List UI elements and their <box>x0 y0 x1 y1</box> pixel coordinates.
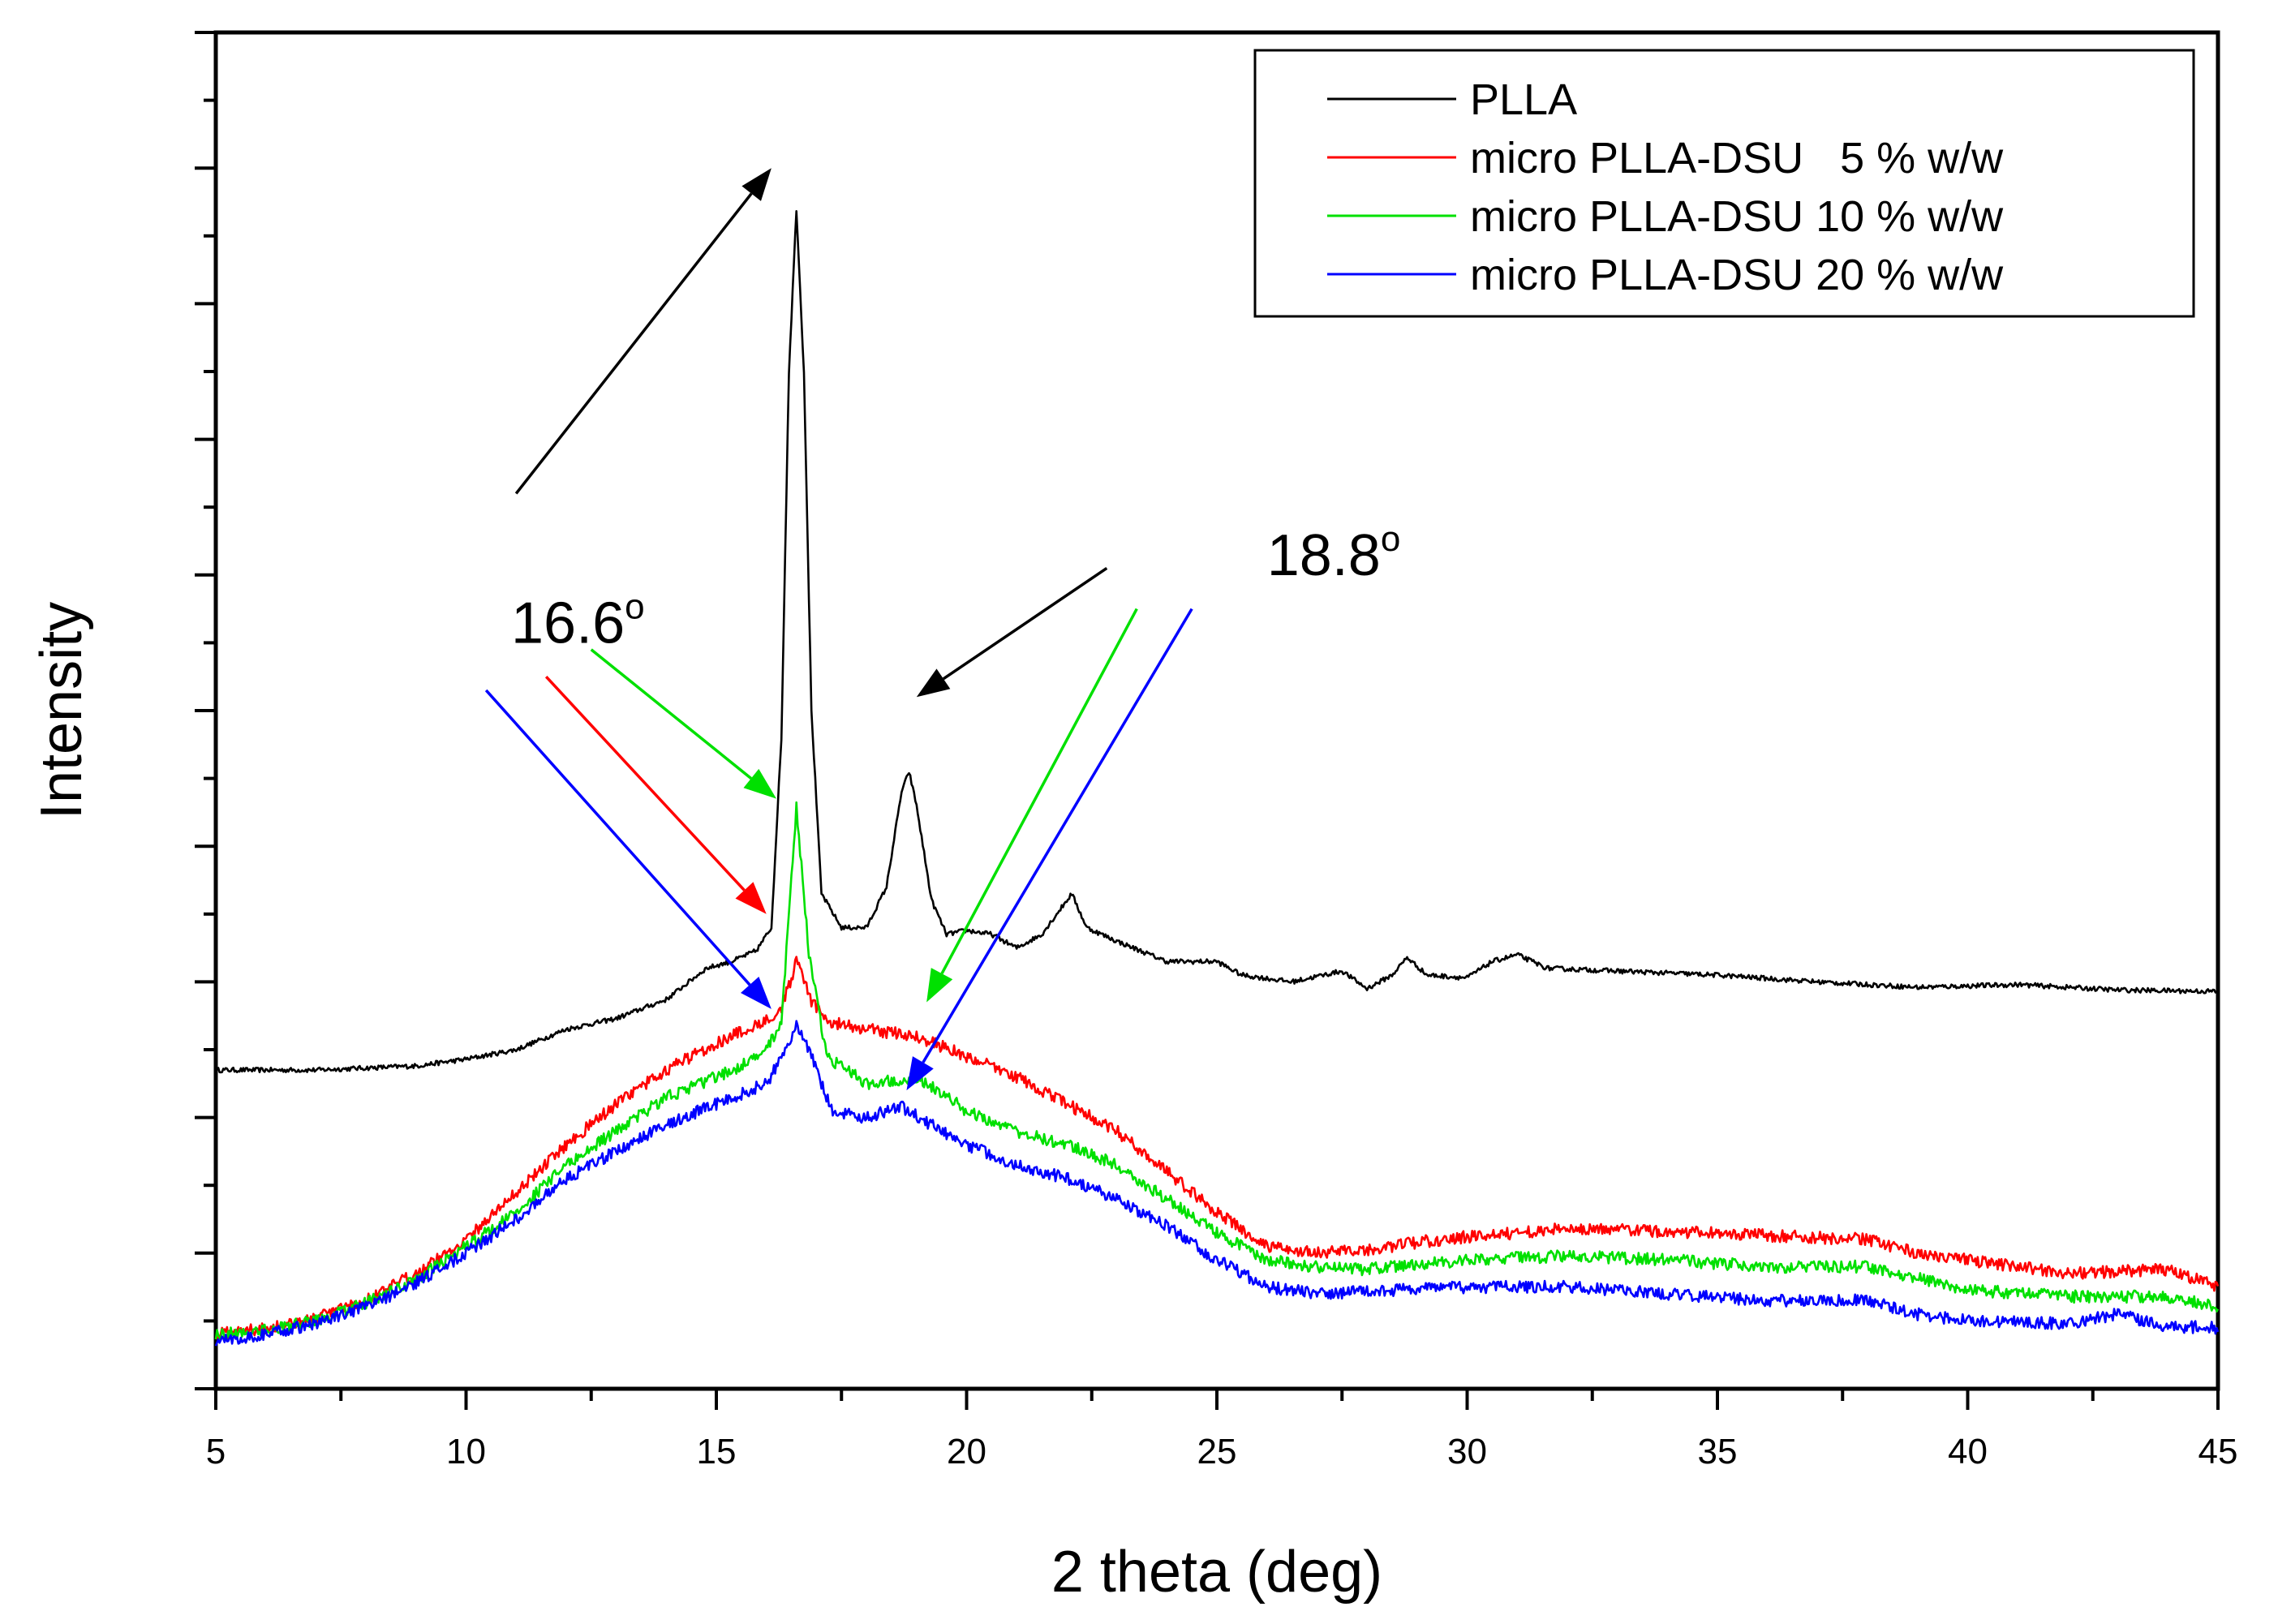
annotation-arrow-line <box>940 608 1138 975</box>
series-line-4 <box>214 1020 2220 1347</box>
series-line-2 <box>214 956 2220 1340</box>
legend: PLLA micro PLLA-DSU 5 % w/w micro PLLA-DSU… <box>1253 49 2195 318</box>
annotation-arrow-line <box>544 676 746 891</box>
annotation-arrow-line <box>484 689 751 986</box>
x-tick-label: 5 <box>206 1432 226 1471</box>
legend-label: micro PLLA-DSU 10 % w/w <box>1470 192 2004 241</box>
annotation-labels: 16.6o 18.8o <box>511 519 1400 656</box>
annotation-peak-18-8: 18.8o <box>1267 519 1401 588</box>
legend-box <box>1253 49 2195 318</box>
x-tick-label: 40 <box>1948 1432 1988 1471</box>
annotation-peak-16-6: 16.6o <box>511 586 645 655</box>
annotation-arrow-line <box>942 566 1108 681</box>
legend-label: micro PLLA-DSU 20 % w/w <box>1470 251 2004 299</box>
annotation-arrow-head <box>735 882 767 914</box>
x-tick-label: 30 <box>1447 1432 1487 1471</box>
annotation-arrows <box>484 168 1193 1091</box>
x-tick-label: 25 <box>1197 1432 1237 1471</box>
annotation-arrow-line <box>514 192 753 495</box>
annotation-arrow-head <box>916 668 951 698</box>
legend-label: micro PLLA-DSU 5 % w/w <box>1470 134 2004 183</box>
legend-entries: PLLA micro PLLA-DSU 5 % w/w micro PLLA-DSU… <box>1327 75 2004 299</box>
x-tick-label: 35 <box>1698 1432 1738 1471</box>
annotation-arrow-line <box>590 648 752 780</box>
series-layer <box>214 210 2220 1347</box>
x-tick-label: 15 <box>697 1432 737 1471</box>
series-line-1 <box>214 210 2219 1074</box>
annotation-arrow-head <box>906 1056 934 1091</box>
legend-label: PLLA <box>1470 75 1577 124</box>
y-axis-ticks <box>195 31 216 1390</box>
annotation-arrow-head <box>741 168 772 201</box>
series-line-3 <box>214 801 2220 1341</box>
x-tick-label: 20 <box>947 1432 986 1471</box>
x-tick-label: 45 <box>2198 1432 2238 1471</box>
x-tick-label: 10 <box>446 1432 486 1471</box>
x-axis-label: 2 theta (deg) <box>1051 1540 1382 1605</box>
x-axis-ticks <box>214 1389 2220 1410</box>
x-axis-tick-labels: 5 10 15 20 25 30 35 40 45 <box>206 1432 2238 1471</box>
annotation-arrow-head <box>743 768 777 799</box>
annotation-arrow-line <box>922 608 1193 1063</box>
y-axis-label: Intensity <box>29 602 94 819</box>
annotation-arrow-head <box>741 977 772 1009</box>
annotation-arrow-head <box>926 968 953 1003</box>
